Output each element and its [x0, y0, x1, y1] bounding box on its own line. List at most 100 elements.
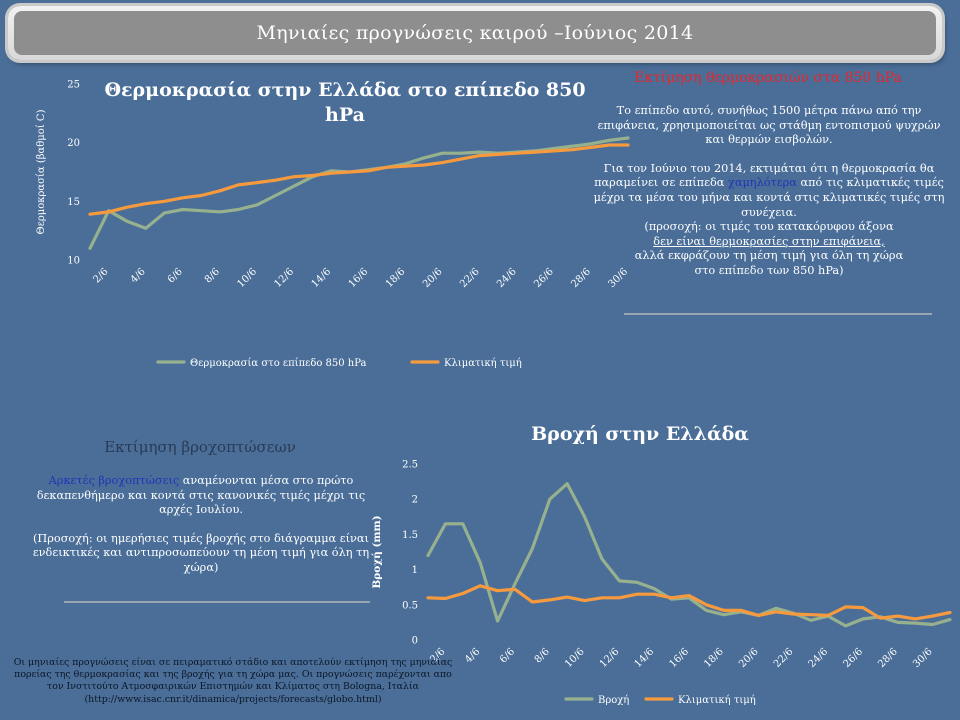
- rain-x-tick-label: 20/6: [737, 646, 761, 670]
- rain-x-tick-label: 6/6: [498, 646, 517, 665]
- rain-x-tick-label: 18/6: [702, 646, 726, 670]
- temperature-data-point: [330, 172, 332, 174]
- rain-data-point: [879, 617, 882, 619]
- rain-data-point: [514, 583, 516, 585]
- rain-data-point: [949, 611, 951, 614]
- rain-data-point: [775, 611, 777, 613]
- rain-data-point: [497, 590, 499, 592]
- rain-data-point: [775, 607, 777, 609]
- temperature-data-point: [349, 171, 351, 173]
- rain-data-point: [705, 604, 707, 606]
- temperature-x-tick-label: 16/6: [347, 266, 371, 290]
- rain-data-point: [584, 516, 586, 518]
- temperature-data-point: [460, 152, 462, 154]
- temperature-data-point: [627, 144, 629, 146]
- temperature-data-point: [237, 184, 240, 186]
- rain-data-point: [636, 581, 638, 583]
- rain-x-tick-label: 22/6: [772, 646, 796, 670]
- temperature-data-point: [497, 153, 499, 155]
- rain-data-point: [601, 597, 603, 599]
- temperature-data-point: [237, 208, 240, 211]
- rain-data-point: [618, 597, 620, 599]
- temperature-para2-highlight: χαμηλότερα: [727, 176, 797, 190]
- temperature-x-tick-label: 28/6: [569, 266, 593, 290]
- temperature-data-point: [107, 211, 110, 213]
- temperature-data-point: [423, 157, 425, 159]
- title-bar-inner: Μηνιαίες προγνώσεις καιρού –Ιούνιος 2014: [14, 11, 936, 55]
- rain-y-tick-label: 0: [412, 636, 418, 647]
- temperature-data-point: [478, 151, 481, 153]
- temperature-data-point: [423, 164, 425, 166]
- rain-data-point: [479, 561, 481, 564]
- temperature-y-axis-label: Θερμοκρασία (βαθμοί C): [36, 109, 47, 234]
- rain-data-point: [845, 606, 847, 608]
- rain-data-point: [810, 614, 812, 616]
- rain-data-point: [653, 588, 655, 590]
- rain-data-point: [531, 601, 533, 603]
- rain-data-point: [566, 596, 568, 598]
- temperature-data-point: [478, 154, 481, 157]
- rain-data-point: [636, 593, 638, 595]
- rain-data-point: [932, 615, 934, 617]
- rain-data-point: [549, 498, 551, 500]
- rain-y-tick-label: 1.5: [402, 530, 418, 541]
- rain-legend-label: Κλιματική τιμή: [678, 695, 756, 706]
- rain-data-point: [949, 618, 951, 621]
- temperature-chart-title: Θερμοκρασία στην Ελλάδα στο επίπεδο 850 …: [104, 79, 586, 126]
- rain-para: Αρκετές βροχοπτώσεις αναμένονται μέσα στ…: [26, 474, 376, 518]
- temperature-x-tick-label: 26/6: [532, 266, 556, 290]
- temperature-data-point: [441, 152, 444, 154]
- rain-x-tick-label: 10/6: [563, 646, 587, 670]
- rain-data-point: [444, 523, 446, 525]
- temperature-data-point: [126, 206, 128, 208]
- temperature-x-tick-label: 18/6: [384, 266, 408, 290]
- rain-y-tick-label: 2: [412, 495, 418, 506]
- temperature-x-tick-label: 14/6: [310, 266, 334, 290]
- rain-data-point: [705, 609, 707, 612]
- rain-data-point: [479, 585, 481, 587]
- temperature-heading: Εκτίμηση θερμοκρασιών στα 850 hPa: [634, 70, 902, 86]
- temperature-data-point: [571, 145, 573, 147]
- temperature-data-point: [182, 197, 184, 199]
- temperature-para2-a: Για τον Ιούνιο του 2014, εκτιμάται ότι η…: [594, 161, 935, 190]
- rain-y-tick-label: 0.5: [402, 600, 418, 611]
- temperature-series-line-forecast: [88, 136, 630, 250]
- temperature-data-point: [404, 163, 406, 165]
- rain-data-point: [462, 523, 464, 525]
- rain-y-tick-label: 2.5: [402, 460, 418, 471]
- temperature-note-1: (προσοχή: οι τιμές του κατακόρυφου άξονα: [644, 220, 894, 234]
- temperature-description: Το επίπεδο αυτό, συνήθως 1500 μέτρα πάνω…: [592, 104, 946, 279]
- temperature-data-point: [571, 149, 573, 151]
- rain-data-point: [758, 614, 760, 616]
- temperature-para1: Το επίπεδο αυτό, συνήθως 1500 μέτρα πάνω…: [597, 104, 941, 147]
- temperature-para2-b: από τις κλιματικές τιμές μέχρι τα μέσα τ…: [593, 176, 945, 219]
- temperature-data-point: [553, 150, 555, 152]
- rain-legend-label: Βροχή: [598, 695, 629, 706]
- temperature-x-tick-label: 12/6: [273, 266, 297, 290]
- temperature-data-point: [293, 185, 295, 187]
- temperature-note-3: αλλά εκφράζουν τη μέση τιμή για όλη τη χ…: [634, 249, 904, 263]
- rain-data-point: [497, 620, 499, 622]
- temperature-data-point: [274, 179, 277, 181]
- rain-data-point: [845, 625, 847, 627]
- rain-data-point: [688, 595, 690, 597]
- rain-data-point: [601, 558, 603, 560]
- rain-series-line-forecast: [426, 482, 952, 628]
- rain-data-point: [671, 597, 673, 599]
- rain-y-axis-label: Βροχή (mm): [370, 515, 383, 588]
- title-bar: Μηνιαίες προγνώσεις καιρού –Ιούνιος 2014: [8, 6, 942, 60]
- rain-data-point: [514, 588, 516, 590]
- temperature-series-line-climate: [88, 143, 630, 216]
- temperature-data-point: [256, 204, 258, 206]
- rain-para-rest: αναμένονται μέσα στο πρώτο δεκαπενθήμερο…: [36, 474, 366, 517]
- temperature-data-point: [460, 158, 462, 160]
- rain-data-point: [462, 592, 464, 595]
- temperature-data-point: [312, 174, 314, 177]
- rain-note: (Προσοχή: οι ημερήσιες τιμές βροχής στο …: [32, 531, 370, 574]
- temperature-data-point: [330, 170, 332, 172]
- temperature-x-tick-label: 8/6: [203, 266, 222, 285]
- temperature-data-point: [163, 212, 165, 214]
- temperature-y-tick-label: 15: [67, 197, 80, 208]
- rain-y-tick-label: 1: [412, 565, 418, 576]
- temperature-data-point: [516, 152, 518, 154]
